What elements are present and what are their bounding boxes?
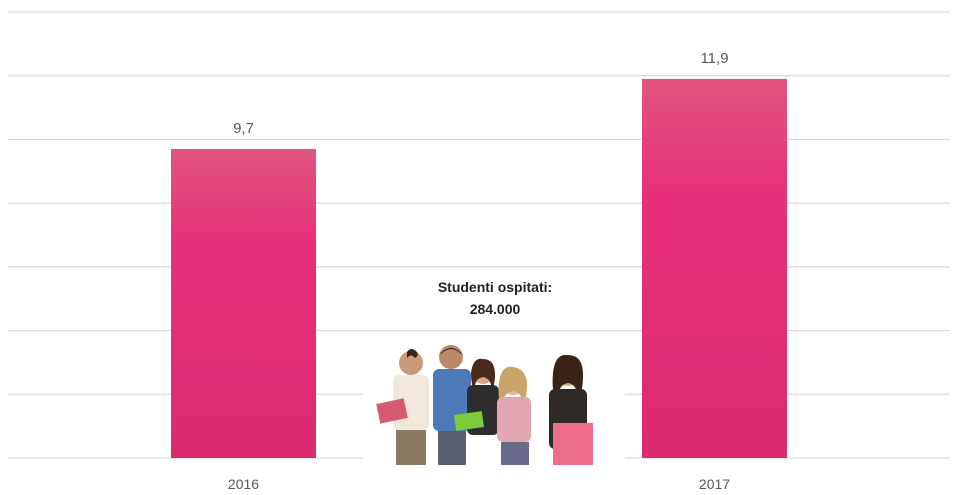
student-figure	[497, 366, 531, 465]
category-label-2016: 2016	[228, 476, 259, 492]
student-figure	[376, 349, 429, 465]
category-labels: 2016 2017	[228, 476, 730, 492]
student-figure	[549, 354, 593, 465]
bar-2017	[642, 78, 787, 459]
category-label-2017: 2017	[699, 476, 730, 492]
student-figure	[454, 358, 499, 435]
value-labels: 9,7 11,9	[233, 50, 728, 137]
bar-2016	[171, 148, 316, 458]
annotation-line1: Studenti ospitati:	[437, 279, 553, 295]
value-label-2016: 9,7	[233, 120, 254, 137]
value-label-2017: 11,9	[700, 50, 728, 67]
bars	[171, 78, 787, 459]
gridlines	[8, 11, 950, 459]
students-group-photo	[363, 343, 625, 465]
annotation-line2: 284.000	[469, 301, 521, 317]
students-annotation: Studenti ospitati: 284.000	[395, 276, 595, 320]
